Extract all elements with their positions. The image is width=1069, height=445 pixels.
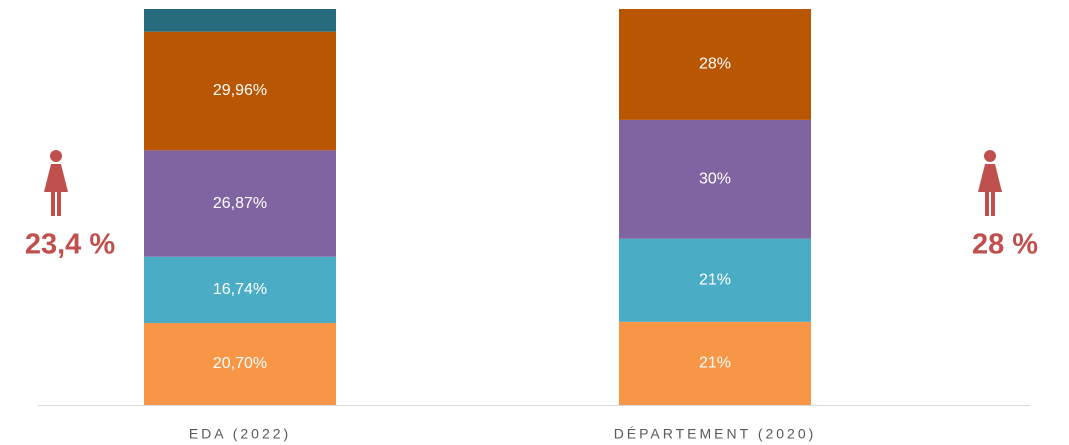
annotation: 23,4 % [25,229,115,261]
x-tick-label: DÉPARTEMENT (2020) [614,426,817,442]
bar-segment [619,321,811,405]
bar-segment [144,9,336,32]
data-label: 26,87% [213,195,267,212]
data-label: 21% [699,271,731,288]
data-label: 16,74% [213,281,267,298]
bar-segment [144,323,336,405]
data-label: 29,96% [213,82,267,99]
bar-segment [619,9,811,120]
x-tick-label: EDA (2022) [189,426,291,442]
data-label: 30% [699,170,731,187]
bar-segment [144,256,336,324]
data-label: 21% [699,355,731,372]
annotation: 28 % [972,229,1038,261]
bar-segment [619,238,811,322]
bar-segment [144,31,336,151]
data-label: 20,70% [213,355,267,372]
female-icon [44,150,68,216]
female-icon [978,150,1002,216]
bar-segment [144,150,336,257]
data-label: 28% [699,56,731,73]
bar-segment [619,119,811,239]
